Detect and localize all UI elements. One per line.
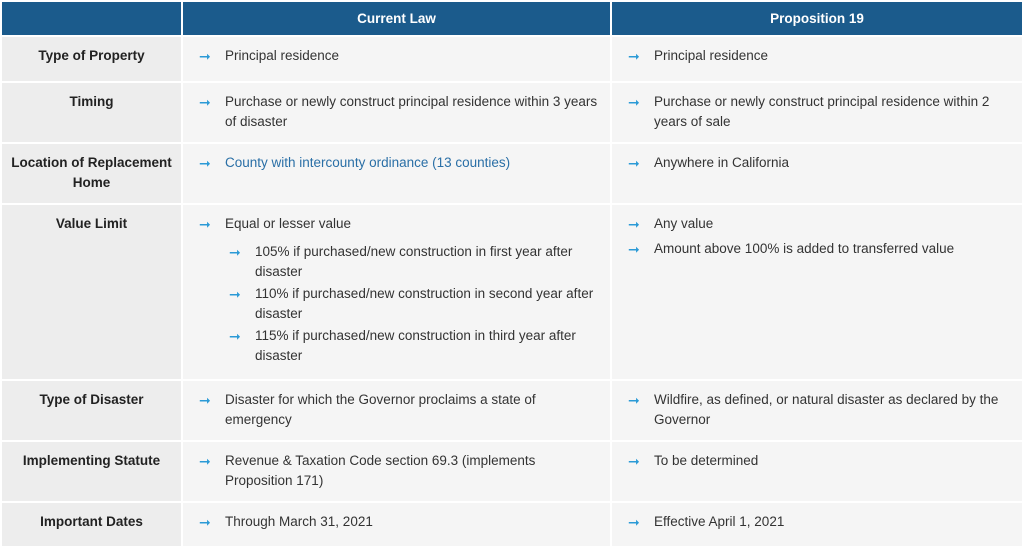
proposition-19-cell: ➞ Effective April 1, 2021: [611, 501, 1022, 546]
arrow-right-icon: ➞: [628, 514, 640, 530]
arrow-right-icon: ➞: [628, 453, 640, 469]
arrow-right-icon: ➞: [229, 244, 241, 260]
item-text: Disaster for which the Governor proclaim…: [225, 392, 536, 427]
current-law-cell: ➞ County with intercounty ordinance (13 …: [182, 142, 612, 204]
item-text: Principal residence: [225, 48, 340, 63]
arrow-right-icon: ➞: [628, 94, 640, 110]
table-header-row: Current Law Proposition 19: [2, 2, 1022, 36]
proposition-19-cell: ➞ Purchase or newly construct principal …: [611, 81, 1022, 143]
item-text: Through March 31, 2021: [225, 514, 373, 529]
header-blank-cell: [2, 2, 183, 36]
table-row: Type of Property ➞ Principal residence ➞…: [2, 35, 1022, 82]
list-item: ➞ Wildfire, as defined, or natural disas…: [622, 390, 1012, 430]
row-label: Location of Replacement Home: [2, 142, 183, 204]
row-label: Type of Property: [2, 35, 183, 82]
item-text: Purchase or newly construct principal re…: [225, 94, 598, 129]
list-item: ➞ Revenue & Taxation Code section 69.3 (…: [193, 451, 600, 491]
list-item: ➞ Purchase or newly construct principal …: [193, 92, 600, 132]
row-label: Important Dates: [2, 501, 183, 546]
header-proposition-19: Proposition 19: [611, 2, 1022, 36]
arrow-right-icon: ➞: [628, 241, 640, 257]
list-item: ➞ Anywhere in California: [622, 153, 1012, 173]
row-label: Value Limit: [2, 203, 183, 380]
item-text: Revenue & Taxation Code section 69.3 (im…: [225, 453, 536, 488]
item-text: Amount above 100% is added to transferre…: [654, 241, 955, 256]
arrow-right-icon: ➞: [199, 514, 211, 530]
current-law-cell: ➞ Through March 31, 2021: [182, 501, 612, 546]
sub-list-item: ➞ 115% if purchased/new construction in …: [229, 326, 600, 366]
arrow-right-icon: ➞: [628, 48, 640, 64]
sub-list-item: ➞ 110% if purchased/new construction in …: [229, 284, 600, 324]
arrow-right-icon: ➞: [628, 155, 640, 171]
list-item: ➞ Purchase or newly construct principal …: [622, 92, 1012, 132]
header-current-law: Current Law: [182, 2, 612, 36]
current-law-cell: ➞ Equal or lesser value ➞ 105% if purcha…: [182, 203, 612, 380]
list-item: ➞ Principal residence: [622, 46, 1012, 66]
proposition-19-cell: ➞ Anywhere in California: [611, 142, 1022, 204]
list-item: ➞ Equal or lesser value: [193, 214, 600, 234]
item-text: Anywhere in California: [654, 155, 790, 170]
item-text: 110% if purchased/new construction in se…: [255, 286, 594, 321]
arrow-right-icon: ➞: [199, 453, 211, 469]
current-law-cell: ➞ Revenue & Taxation Code section 69.3 (…: [182, 440, 612, 502]
current-law-cell: ➞ Principal residence: [182, 35, 612, 82]
arrow-right-icon: ➞: [229, 328, 241, 344]
list-item: ➞ County with intercounty ordinance (13 …: [193, 153, 600, 173]
intercounty-ordinance-link[interactable]: County with intercounty ordinance (13 co…: [225, 155, 511, 170]
arrow-right-icon: ➞: [199, 94, 211, 110]
list-item: ➞ To be determined: [622, 451, 1012, 471]
list-item: ➞ Principal residence: [193, 46, 600, 66]
table-row: Timing ➞ Purchase or newly construct pri…: [2, 81, 1022, 143]
list-item: ➞ Disaster for which the Governor procla…: [193, 390, 600, 430]
list-item: ➞ Any value: [622, 214, 1012, 234]
proposition-19-cell: ➞ Any value ➞ Amount above 100% is added…: [611, 203, 1022, 380]
item-text: Wildfire, as defined, or natural disaste…: [654, 392, 999, 427]
item-text: Equal or lesser value: [225, 216, 352, 231]
list-item: ➞ Amount above 100% is added to transfer…: [622, 239, 1012, 259]
table-row: Type of Disaster ➞ Disaster for which th…: [2, 379, 1022, 441]
item-text: To be determined: [654, 453, 759, 468]
current-law-cell: ➞ Disaster for which the Governor procla…: [182, 379, 612, 441]
current-law-cell: ➞ Purchase or newly construct principal …: [182, 81, 612, 143]
list-item: ➞ Effective April 1, 2021: [622, 512, 1012, 532]
arrow-right-icon: ➞: [229, 286, 241, 302]
sub-list-item: ➞ 105% if purchased/new construction in …: [229, 242, 600, 282]
item-text: 105% if purchased/new construction in fi…: [255, 244, 573, 279]
item-text: Effective April 1, 2021: [654, 514, 785, 529]
table-row: Value Limit ➞ Equal or lesser value ➞ 10…: [2, 203, 1022, 380]
table-row: Implementing Statute ➞ Revenue & Taxatio…: [2, 440, 1022, 502]
item-text: Purchase or newly construct principal re…: [654, 94, 990, 129]
item-text: Any value: [654, 216, 714, 231]
list-item: ➞ Through March 31, 2021: [193, 512, 600, 532]
table-row: Important Dates ➞ Through March 31, 2021…: [2, 501, 1022, 546]
arrow-right-icon: ➞: [199, 155, 211, 171]
proposition-19-cell: ➞ To be determined: [611, 440, 1022, 502]
sub-list: ➞ 105% if purchased/new construction in …: [193, 242, 600, 366]
arrow-right-icon: ➞: [199, 48, 211, 64]
arrow-right-icon: ➞: [199, 392, 211, 408]
item-text: Principal residence: [654, 48, 769, 63]
arrow-right-icon: ➞: [628, 216, 640, 232]
row-label: Timing: [2, 81, 183, 143]
table-row: Location of Replacement Home ➞ County wi…: [2, 142, 1022, 204]
arrow-right-icon: ➞: [628, 392, 640, 408]
row-label: Implementing Statute: [2, 440, 183, 502]
row-label: Type of Disaster: [2, 379, 183, 441]
proposition-19-cell: ➞ Wildfire, as defined, or natural disas…: [611, 379, 1022, 441]
arrow-right-icon: ➞: [199, 216, 211, 232]
item-text: 115% if purchased/new construction in th…: [255, 328, 576, 363]
proposition-19-cell: ➞ Principal residence: [611, 35, 1022, 82]
